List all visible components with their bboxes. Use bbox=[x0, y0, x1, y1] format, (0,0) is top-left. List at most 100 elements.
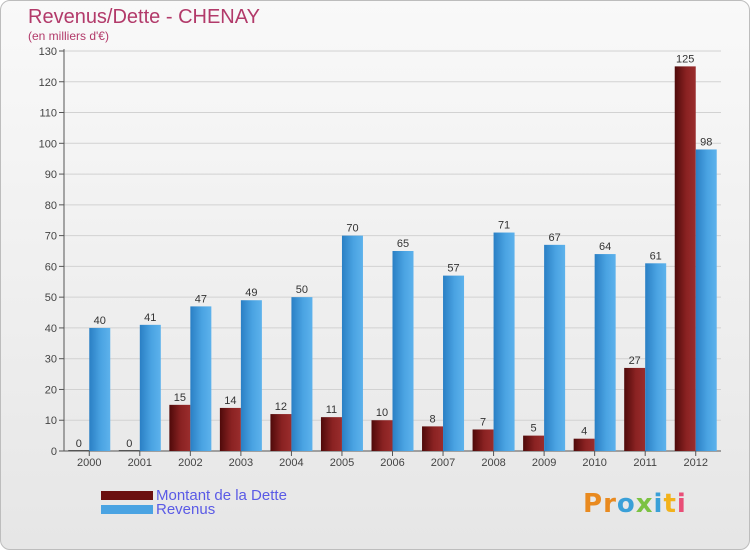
y-tick-label: 50 bbox=[45, 292, 57, 304]
bar-revenus bbox=[291, 297, 313, 451]
bar-revenus bbox=[645, 263, 667, 451]
data-label-dette: 14 bbox=[224, 395, 236, 407]
data-label-revenus: 70 bbox=[346, 223, 358, 235]
y-tick-label: 30 bbox=[45, 354, 57, 366]
logo-letter: x bbox=[635, 489, 654, 519]
data-label-revenus: 41 bbox=[144, 312, 156, 324]
data-label-dette: 15 bbox=[174, 392, 186, 404]
x-tick-label: 2008 bbox=[481, 457, 505, 469]
x-tick-label: 2004 bbox=[279, 457, 303, 469]
bar-dette bbox=[270, 414, 292, 451]
data-label-revenus: 49 bbox=[245, 287, 257, 299]
bar-revenus bbox=[341, 235, 363, 451]
x-tick-label: 2003 bbox=[229, 457, 253, 469]
bar-revenus bbox=[139, 324, 161, 451]
data-label-dette: 0 bbox=[76, 438, 82, 450]
data-label-revenus: 65 bbox=[397, 238, 409, 250]
x-tick-label: 2007 bbox=[431, 457, 455, 469]
logo-letter: t bbox=[663, 489, 677, 519]
bar-revenus bbox=[392, 251, 414, 451]
data-label-revenus: 64 bbox=[599, 241, 611, 253]
bar-dette bbox=[573, 438, 595, 451]
bar-dette bbox=[422, 426, 444, 451]
data-label-revenus: 61 bbox=[650, 250, 662, 262]
x-tick-label: 2005 bbox=[330, 457, 354, 469]
legend-swatch-revenus bbox=[101, 504, 153, 514]
bar-revenus bbox=[544, 244, 566, 451]
bar-dette bbox=[219, 407, 241, 451]
logo-letter: i bbox=[653, 489, 664, 519]
data-label-dette: 12 bbox=[275, 401, 287, 413]
legend-label-revenus: Revenus bbox=[156, 500, 216, 518]
bar-revenus bbox=[240, 300, 262, 451]
x-tick-label: 2011 bbox=[633, 457, 657, 469]
bar-revenus bbox=[493, 232, 515, 451]
data-label-dette: 5 bbox=[531, 423, 537, 435]
bar-revenus bbox=[594, 254, 616, 451]
logo-letter: P bbox=[583, 489, 604, 519]
bar-dette bbox=[320, 417, 342, 451]
bars bbox=[68, 66, 717, 451]
bar-dette bbox=[371, 420, 393, 451]
bar-dette bbox=[523, 435, 545, 451]
bar-dette bbox=[68, 450, 90, 451]
y-tick-label: 20 bbox=[45, 384, 57, 396]
chart-title: Revenus/Dette - CHENAY bbox=[28, 6, 260, 28]
data-label-dette: 125 bbox=[676, 53, 694, 65]
bar-revenus bbox=[443, 275, 465, 451]
y-tick-label: 0 bbox=[51, 446, 57, 458]
legend-item-revenus: Revenus bbox=[101, 500, 216, 518]
logo-letter: i bbox=[676, 489, 687, 519]
data-label-dette: 7 bbox=[480, 416, 486, 428]
y-tick-label: 40 bbox=[45, 323, 57, 335]
legend-item-dette: Montant de la Dette bbox=[101, 486, 287, 504]
bar-revenus bbox=[89, 327, 111, 451]
y-tick-label: 60 bbox=[45, 261, 57, 273]
data-label-dette: 11 bbox=[326, 404, 337, 416]
data-label-dette: 10 bbox=[376, 407, 388, 419]
x-tick-label: 2006 bbox=[380, 457, 404, 469]
chart-subtitle: (en milliers d'€) bbox=[28, 29, 109, 43]
data-label-revenus: 47 bbox=[195, 293, 207, 305]
y-tick-label: 120 bbox=[39, 77, 57, 89]
data-label-revenus: 50 bbox=[296, 284, 308, 296]
bar-dette bbox=[472, 429, 494, 451]
logo-letter: r bbox=[603, 489, 617, 519]
bar-dette bbox=[624, 367, 646, 451]
bar-revenus bbox=[695, 149, 717, 451]
y-tick-label: 130 bbox=[39, 46, 57, 58]
x-tick-label: 2012 bbox=[683, 457, 707, 469]
x-tick-label: 2002 bbox=[178, 457, 202, 469]
data-label-revenus: 40 bbox=[94, 315, 106, 327]
x-tick-label: 2010 bbox=[582, 457, 606, 469]
legend-swatch-dette bbox=[101, 490, 153, 500]
labels: 0 40 0 41 15 47 14 49 12 50 11 70 10 65 8 57 7 71 5 67 4 64 27… bbox=[76, 53, 713, 450]
x-tick-label: 2009 bbox=[532, 457, 556, 469]
y-tick-label: 10 bbox=[45, 415, 57, 427]
y-tick-label: 80 bbox=[45, 200, 57, 212]
data-label-revenus: 67 bbox=[548, 232, 560, 244]
y-tick-label: 90 bbox=[45, 169, 57, 181]
bar-revenus bbox=[190, 306, 212, 451]
proxiti-logo: Proxiti bbox=[583, 489, 687, 519]
y-tick-label: 70 bbox=[45, 231, 57, 243]
x-tick-label: 2001 bbox=[128, 457, 152, 469]
bar-dette bbox=[118, 450, 140, 451]
legend-label-dette: Montant de la Dette bbox=[156, 486, 287, 504]
x-tick-label: 2000 bbox=[77, 457, 101, 469]
data-label-revenus: 57 bbox=[447, 263, 459, 275]
bar-dette bbox=[169, 404, 191, 451]
y-tick-label: 110 bbox=[39, 108, 57, 120]
data-label-dette: 8 bbox=[429, 413, 435, 425]
data-label-revenus: 71 bbox=[498, 220, 510, 232]
data-label-revenus: 98 bbox=[700, 136, 712, 148]
data-label-dette: 0 bbox=[126, 438, 132, 450]
data-label-dette: 27 bbox=[629, 355, 641, 367]
logo-letter: o bbox=[616, 489, 636, 519]
bar-dette bbox=[674, 66, 696, 451]
data-label-dette: 4 bbox=[581, 426, 587, 438]
y-tick-label: 100 bbox=[39, 138, 57, 150]
